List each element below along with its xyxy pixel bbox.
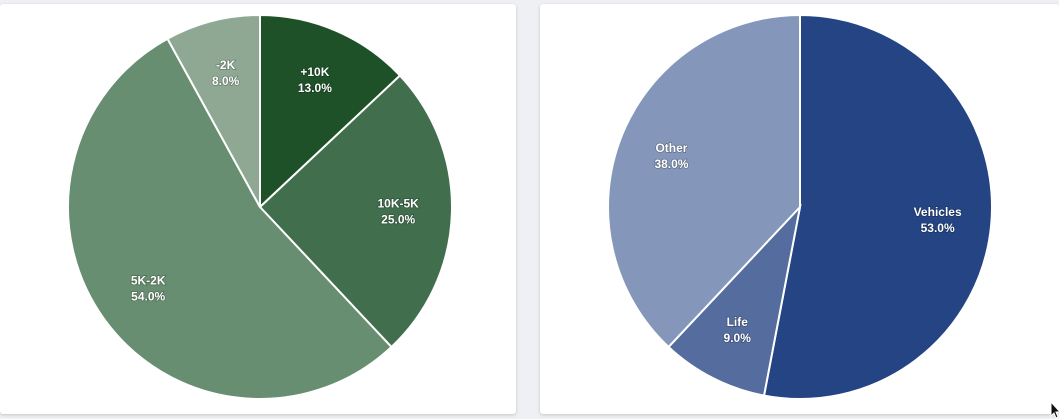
mouse-cursor-icon bbox=[1050, 401, 1059, 419]
slice-label: +10K bbox=[300, 65, 329, 79]
pie-slice-vehicles[interactable] bbox=[762, 13, 993, 400]
pie-slice-life[interactable] bbox=[667, 203, 802, 397]
slice-percent-label: 13.0% bbox=[298, 81, 332, 95]
slice-percent-label: 38.0% bbox=[654, 157, 688, 171]
slice-label: Life bbox=[727, 315, 749, 329]
slice-label: Other bbox=[655, 141, 687, 155]
pie-slice--2k[interactable] bbox=[166, 13, 261, 208]
pie-slice-other[interactable] bbox=[607, 13, 801, 349]
slice-percent-label: 53.0% bbox=[921, 221, 955, 235]
slice-percent-label: 9.0% bbox=[724, 331, 752, 345]
chart-panel-left: +10K 13.0% 10K-5K 25.0% 5K-2K 54.0% -2K 8.0% bbox=[0, 4, 516, 414]
pie-slice-10k-5k[interactable] bbox=[258, 74, 453, 349]
pie-chart-left: +10K 13.0% 10K-5K 25.0% 5K-2K 54.0% -2K 8.0% bbox=[67, 13, 453, 400]
slice-percent-label: 25.0% bbox=[381, 212, 415, 226]
slice-label: -2K bbox=[216, 58, 236, 72]
pie-chart-right: Vehicles 53.0% Life 9.0% Other 38.0% bbox=[607, 13, 993, 400]
slice-label: 5K-2K bbox=[131, 273, 166, 287]
slice-label: Vehicles bbox=[914, 205, 962, 219]
pie-slice--10k[interactable] bbox=[259, 13, 402, 210]
slice-percent-label: 54.0% bbox=[131, 289, 165, 303]
pie-slice-5k-2k[interactable] bbox=[67, 37, 393, 400]
slice-percent-label: 8.0% bbox=[212, 74, 240, 88]
slice-label: 10K-5K bbox=[377, 196, 419, 210]
chart-panel-right: Vehicles 53.0% Life 9.0% Other 38.0% bbox=[540, 4, 1059, 414]
